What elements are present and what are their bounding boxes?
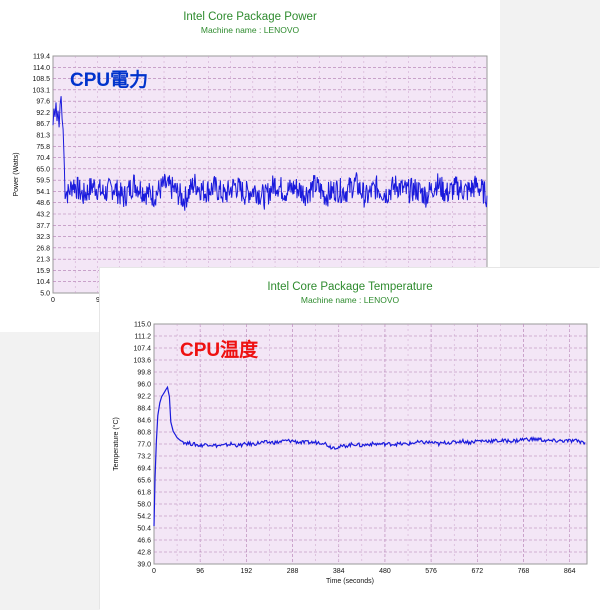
x-tick-label: 384 [333,568,345,575]
x-tick-label: 672 [471,568,483,575]
y-tick-label: 97.6 [36,99,50,106]
temperature-chart-panel: Intel Core Package Temperature Machine n… [100,268,600,610]
y-tick-label: 103.1 [32,87,50,94]
y-tick-label: 32.3 [36,234,50,241]
y-tick-label: 103.6 [133,358,151,365]
y-axis-label: Power (Watts) [13,152,20,196]
power-chart-panel: Intel Core Package Power Machine name : … [0,0,500,332]
y-axis-label: Temperature (°C) [112,417,120,471]
y-tick-label: 42.8 [137,550,151,557]
x-tick-label: 864 [564,568,576,575]
y-tick-label: 86.7 [36,121,50,128]
x-axis-label: Time (seconds) [326,578,374,585]
y-tick-label: 48.6 [36,200,50,207]
y-tick-label: 111.2 [135,334,152,341]
y-tick-label: 43.2 [36,212,50,219]
power-chart-title: Intel Core Package Power [183,11,317,23]
y-tick-label: 39.0 [137,562,151,569]
y-tick-label: 88.4 [137,406,151,413]
y-tick-label: 59.5 [36,178,50,185]
power-chart-subtitle: Machine name : LENOVO [201,25,300,35]
y-tick-label: 84.6 [137,418,151,425]
y-tick-label: 92.2 [36,110,50,117]
temperature-chart-subtitle: Machine name : LENOVO [301,295,400,305]
x-tick-label: 9 [96,297,100,304]
y-tick-label: 99.8 [137,370,151,377]
temperature-chart: Intel Core Package Temperature Machine n… [112,281,588,585]
y-tick-label: 58.0 [137,502,151,509]
y-tick-label: 69.4 [137,466,151,473]
power-chart: Intel Core Package Power Machine name : … [13,11,488,304]
y-tick-label: 77.0 [137,442,151,449]
y-tick-label: 81.3 [36,133,50,140]
y-tick-label: 54.2 [137,514,151,521]
y-tick-label: 61.8 [137,490,151,497]
x-tick-label: 768 [518,568,530,575]
y-tick-label: 21.3 [36,257,50,264]
y-tick-label: 15.9 [36,268,50,275]
y-tick-label: 107.4 [133,346,151,353]
y-tick-label: 65.6 [137,478,151,485]
x-tick-label: 96 [196,568,204,575]
y-tick-label: 114.0 [33,65,50,72]
y-tick-label: 115.0 [134,322,151,329]
temperature-overlay-label: CPU温度 [180,338,259,361]
temperature-chart-title: Intel Core Package Temperature [267,281,432,293]
y-tick-label: 80.8 [137,430,151,437]
series-line [52,96,488,211]
x-tick-label: 576 [425,568,437,575]
x-tick-label: 0 [152,568,156,575]
y-tick-label: 119.4 [33,54,50,61]
y-tick-label: 37.7 [36,223,50,230]
x-tick-label: 192 [241,568,253,575]
y-tick-label: 50.4 [137,526,151,533]
y-tick-label: 46.6 [137,538,151,545]
y-tick-label: 26.8 [36,245,50,252]
y-tick-label: 96.0 [137,382,151,389]
y-tick-label: 65.0 [36,166,50,173]
y-tick-label: 108.5 [32,76,50,83]
power-overlay-label: CPU電力 [70,68,148,91]
y-tick-label: 75.8 [36,144,50,151]
x-tick-label: 0 [51,297,55,304]
y-tick-label: 10.4 [36,279,50,286]
y-tick-label: 73.2 [137,454,151,461]
series-line [153,385,586,527]
y-tick-label: 5.0 [40,291,50,298]
x-tick-label: 480 [379,568,391,575]
x-tick-label: 288 [287,568,299,575]
plot-area [52,55,488,294]
y-tick-label: 92.2 [137,394,151,401]
y-tick-label: 70.4 [36,155,50,162]
y-tick-label: 54.1 [36,189,50,196]
